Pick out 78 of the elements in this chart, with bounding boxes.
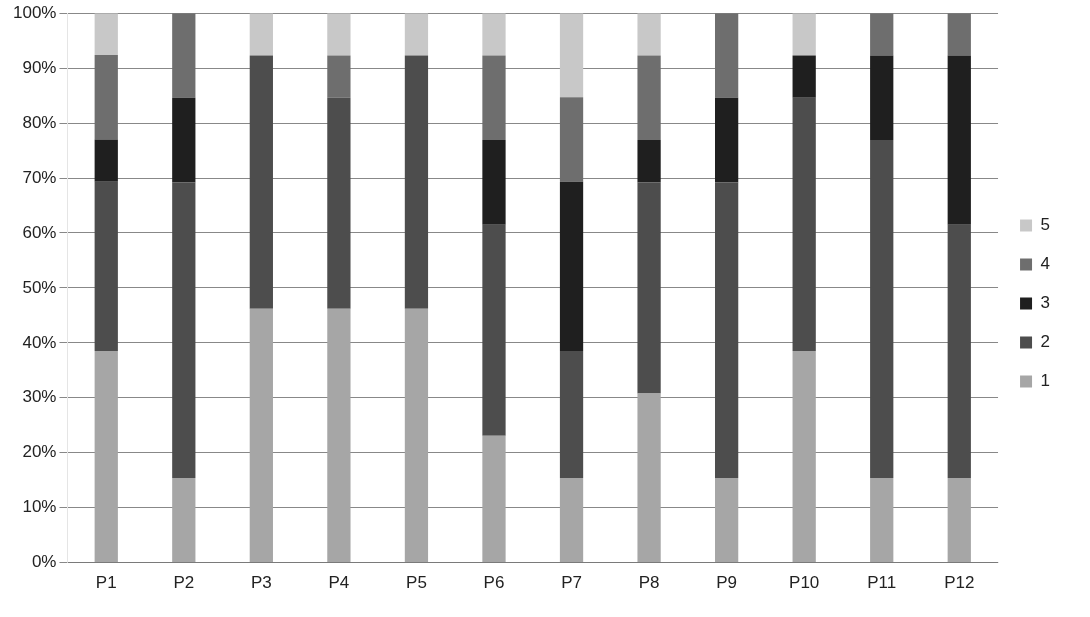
x-tick-label: P4 xyxy=(328,573,350,593)
bar xyxy=(637,182,661,394)
bar xyxy=(327,308,351,563)
x-tick-label: P12 xyxy=(944,573,975,593)
bar xyxy=(172,97,196,183)
y-tick-label: 10% xyxy=(22,497,57,517)
bar xyxy=(870,140,894,478)
bar xyxy=(404,13,429,56)
bar xyxy=(482,55,506,141)
bar xyxy=(637,393,661,563)
y-tick-label: 80% xyxy=(22,112,57,132)
bar xyxy=(404,308,429,563)
bar xyxy=(559,181,584,352)
bar xyxy=(482,140,506,225)
y-tick-label: 50% xyxy=(22,277,57,297)
bar xyxy=(249,55,273,309)
x-tick-label: P7 xyxy=(561,573,582,593)
bar xyxy=(482,435,506,563)
bar xyxy=(715,13,739,98)
bar xyxy=(947,477,971,563)
x-tick-label: P9 xyxy=(716,573,738,593)
y-tick-label: 70% xyxy=(22,167,57,187)
bar xyxy=(559,477,584,563)
bar xyxy=(94,351,118,563)
bar xyxy=(792,351,816,563)
legend-label: 5 xyxy=(1040,215,1051,235)
y-tick-label: 60% xyxy=(22,222,57,242)
bar xyxy=(94,54,118,140)
bar xyxy=(947,224,971,478)
bar xyxy=(327,55,351,98)
y-tick-label: 0% xyxy=(31,552,57,572)
bar xyxy=(94,181,118,352)
legend-label: 2 xyxy=(1040,332,1051,352)
y-tick-label: 30% xyxy=(22,387,57,407)
bar xyxy=(327,13,351,56)
x-tick-label: P10 xyxy=(789,573,820,593)
legend-label: 3 xyxy=(1040,293,1051,313)
bar xyxy=(947,55,971,225)
x-tick-label: P1 xyxy=(95,573,117,593)
bar xyxy=(249,308,273,563)
bar xyxy=(870,13,894,56)
y-tick-label: 100% xyxy=(13,2,57,22)
bar xyxy=(94,13,118,55)
x-tick-label: P2 xyxy=(173,573,195,593)
legend-label: 1 xyxy=(1040,371,1051,391)
bar xyxy=(792,97,816,352)
bar xyxy=(172,182,196,478)
bar xyxy=(559,13,584,98)
bar xyxy=(94,139,118,182)
bar xyxy=(172,13,196,98)
bar xyxy=(559,351,584,478)
bar xyxy=(870,477,894,563)
bar xyxy=(792,55,816,98)
bar xyxy=(792,13,816,56)
bar xyxy=(559,97,584,182)
bar xyxy=(715,97,739,183)
y-tick-label: 20% xyxy=(22,442,57,462)
bar xyxy=(249,13,273,56)
legend-label: 4 xyxy=(1040,254,1051,274)
bar xyxy=(172,477,196,563)
y-tick-label: 40% xyxy=(22,332,57,352)
bar xyxy=(637,13,661,56)
bar xyxy=(327,97,351,309)
bar xyxy=(947,13,971,56)
x-tick-label: P5 xyxy=(406,573,427,593)
bar xyxy=(404,55,429,309)
x-tick-label: P6 xyxy=(483,573,505,593)
bar xyxy=(715,182,739,478)
bar xyxy=(870,55,894,141)
x-tick-label: P11 xyxy=(867,573,897,593)
bar xyxy=(482,13,506,56)
y-tick-label: 90% xyxy=(22,57,57,77)
bar xyxy=(482,224,506,436)
bar xyxy=(715,477,739,563)
x-tick-label: P3 xyxy=(250,573,272,593)
bar xyxy=(637,140,661,183)
bar xyxy=(637,55,661,141)
x-tick-label: P8 xyxy=(638,573,660,593)
